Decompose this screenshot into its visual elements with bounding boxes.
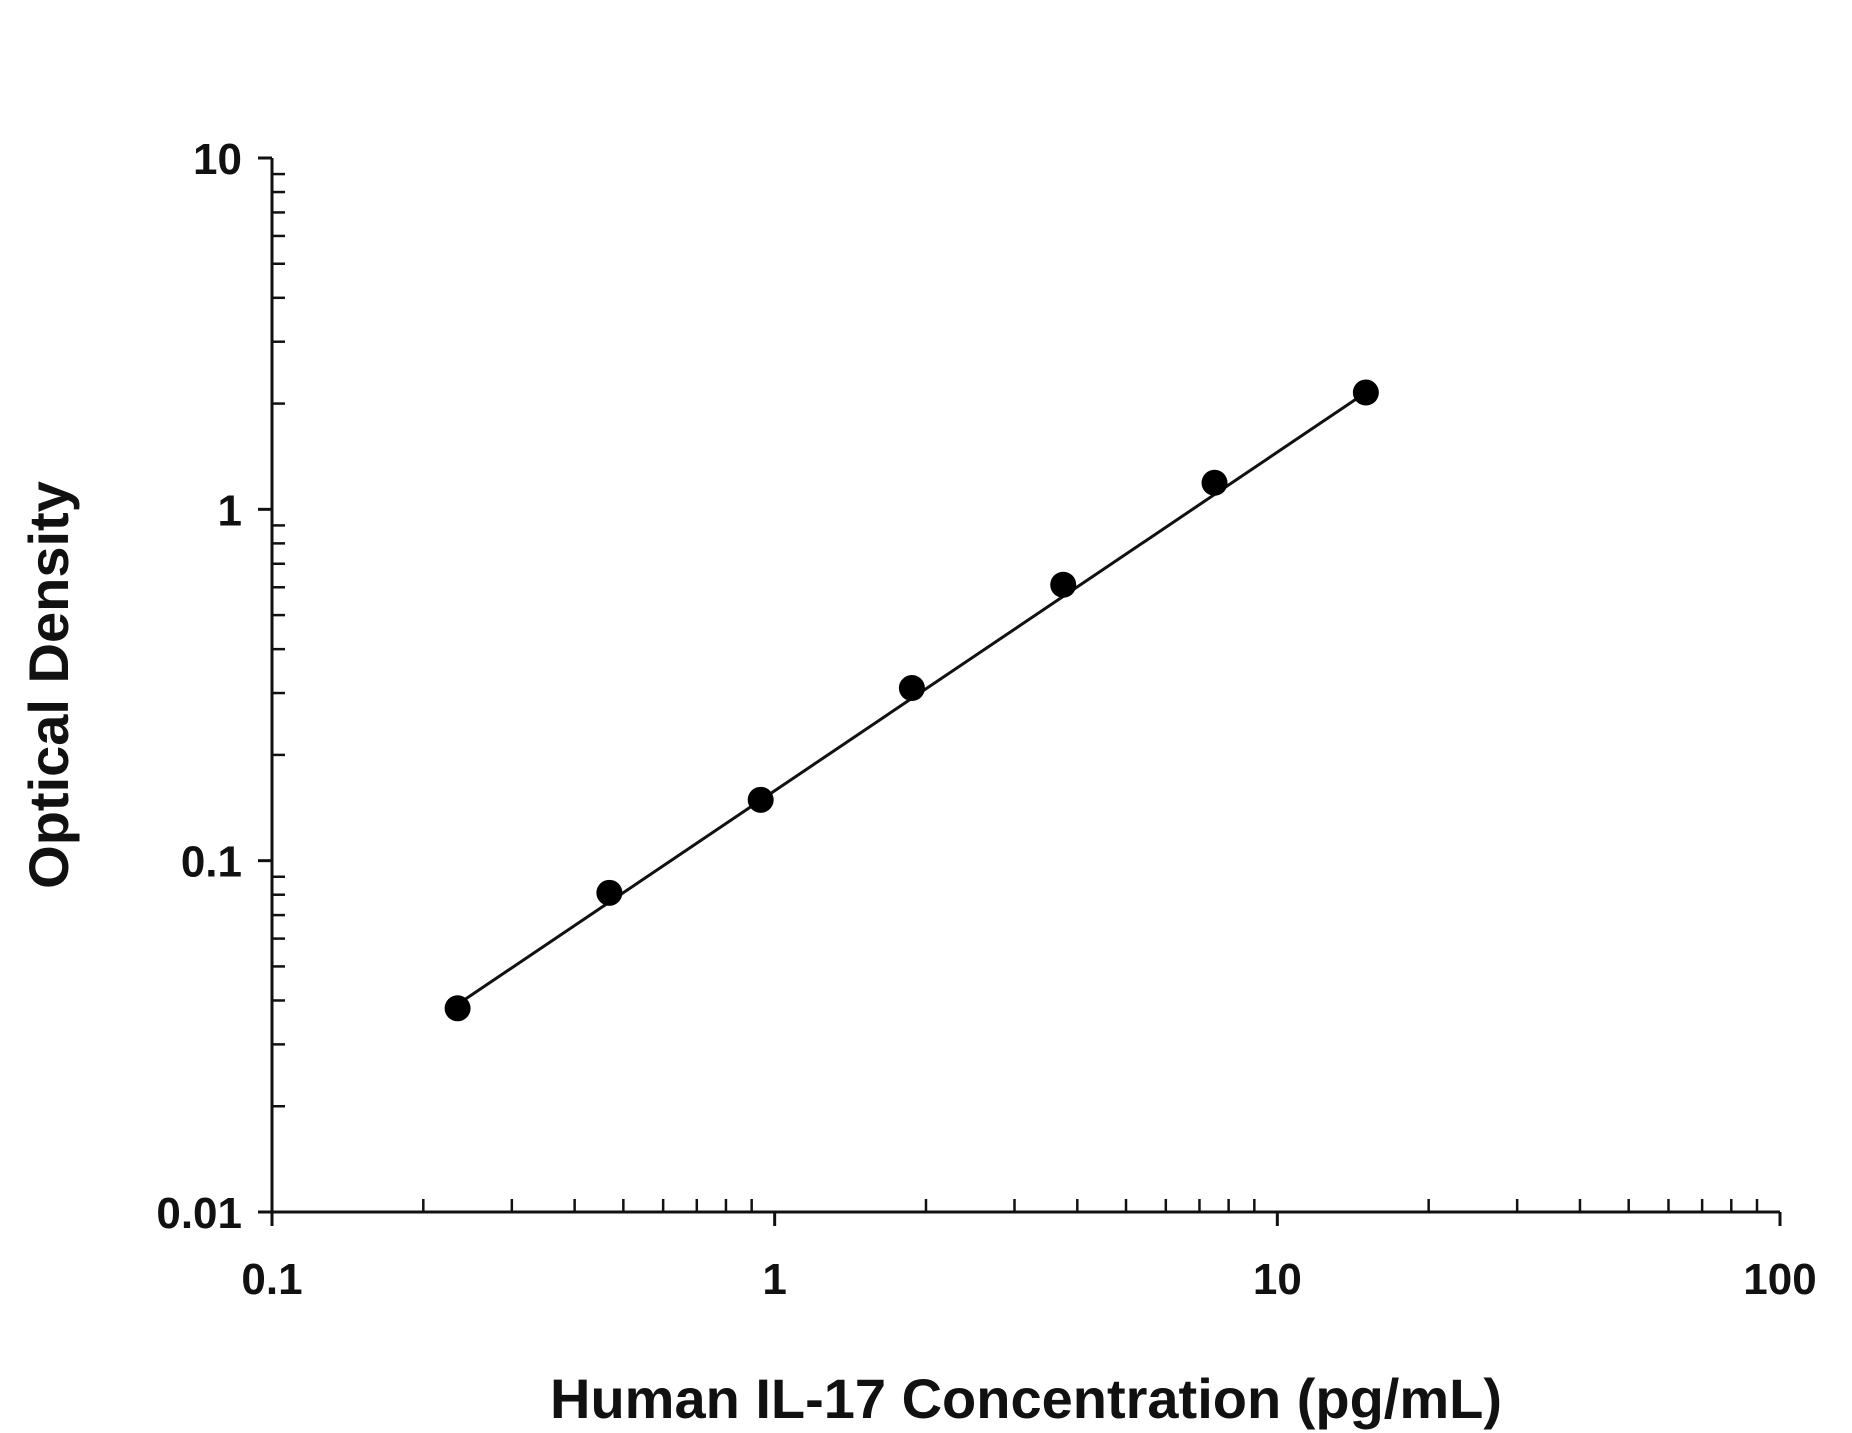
data-point bbox=[596, 879, 623, 906]
y-tick-label: 10 bbox=[193, 135, 242, 184]
y-tick-label: 0.1 bbox=[181, 838, 242, 887]
data-point bbox=[444, 995, 471, 1022]
y-axis-title: Optical Density bbox=[17, 481, 80, 889]
x-tick-label: 100 bbox=[1743, 1255, 1816, 1304]
data-point bbox=[747, 786, 774, 813]
plot-area bbox=[444, 379, 1379, 1022]
data-point bbox=[1050, 571, 1077, 598]
x-tick-label: 0.1 bbox=[241, 1255, 302, 1304]
x-tick-label: 1 bbox=[762, 1255, 786, 1304]
data-point bbox=[898, 675, 925, 702]
data-point bbox=[1201, 469, 1228, 496]
x-tick-label: 10 bbox=[1253, 1255, 1302, 1304]
data-point bbox=[1352, 379, 1379, 406]
y-tick-label: 1 bbox=[218, 486, 242, 535]
x-axis-title: Human IL-17 Concentration (pg/mL) bbox=[550, 1367, 1502, 1430]
y-tick-label: 0.01 bbox=[156, 1189, 242, 1238]
axes: 0.1 1 10 100 0.01 0.1 1 10 bbox=[156, 135, 1816, 1304]
